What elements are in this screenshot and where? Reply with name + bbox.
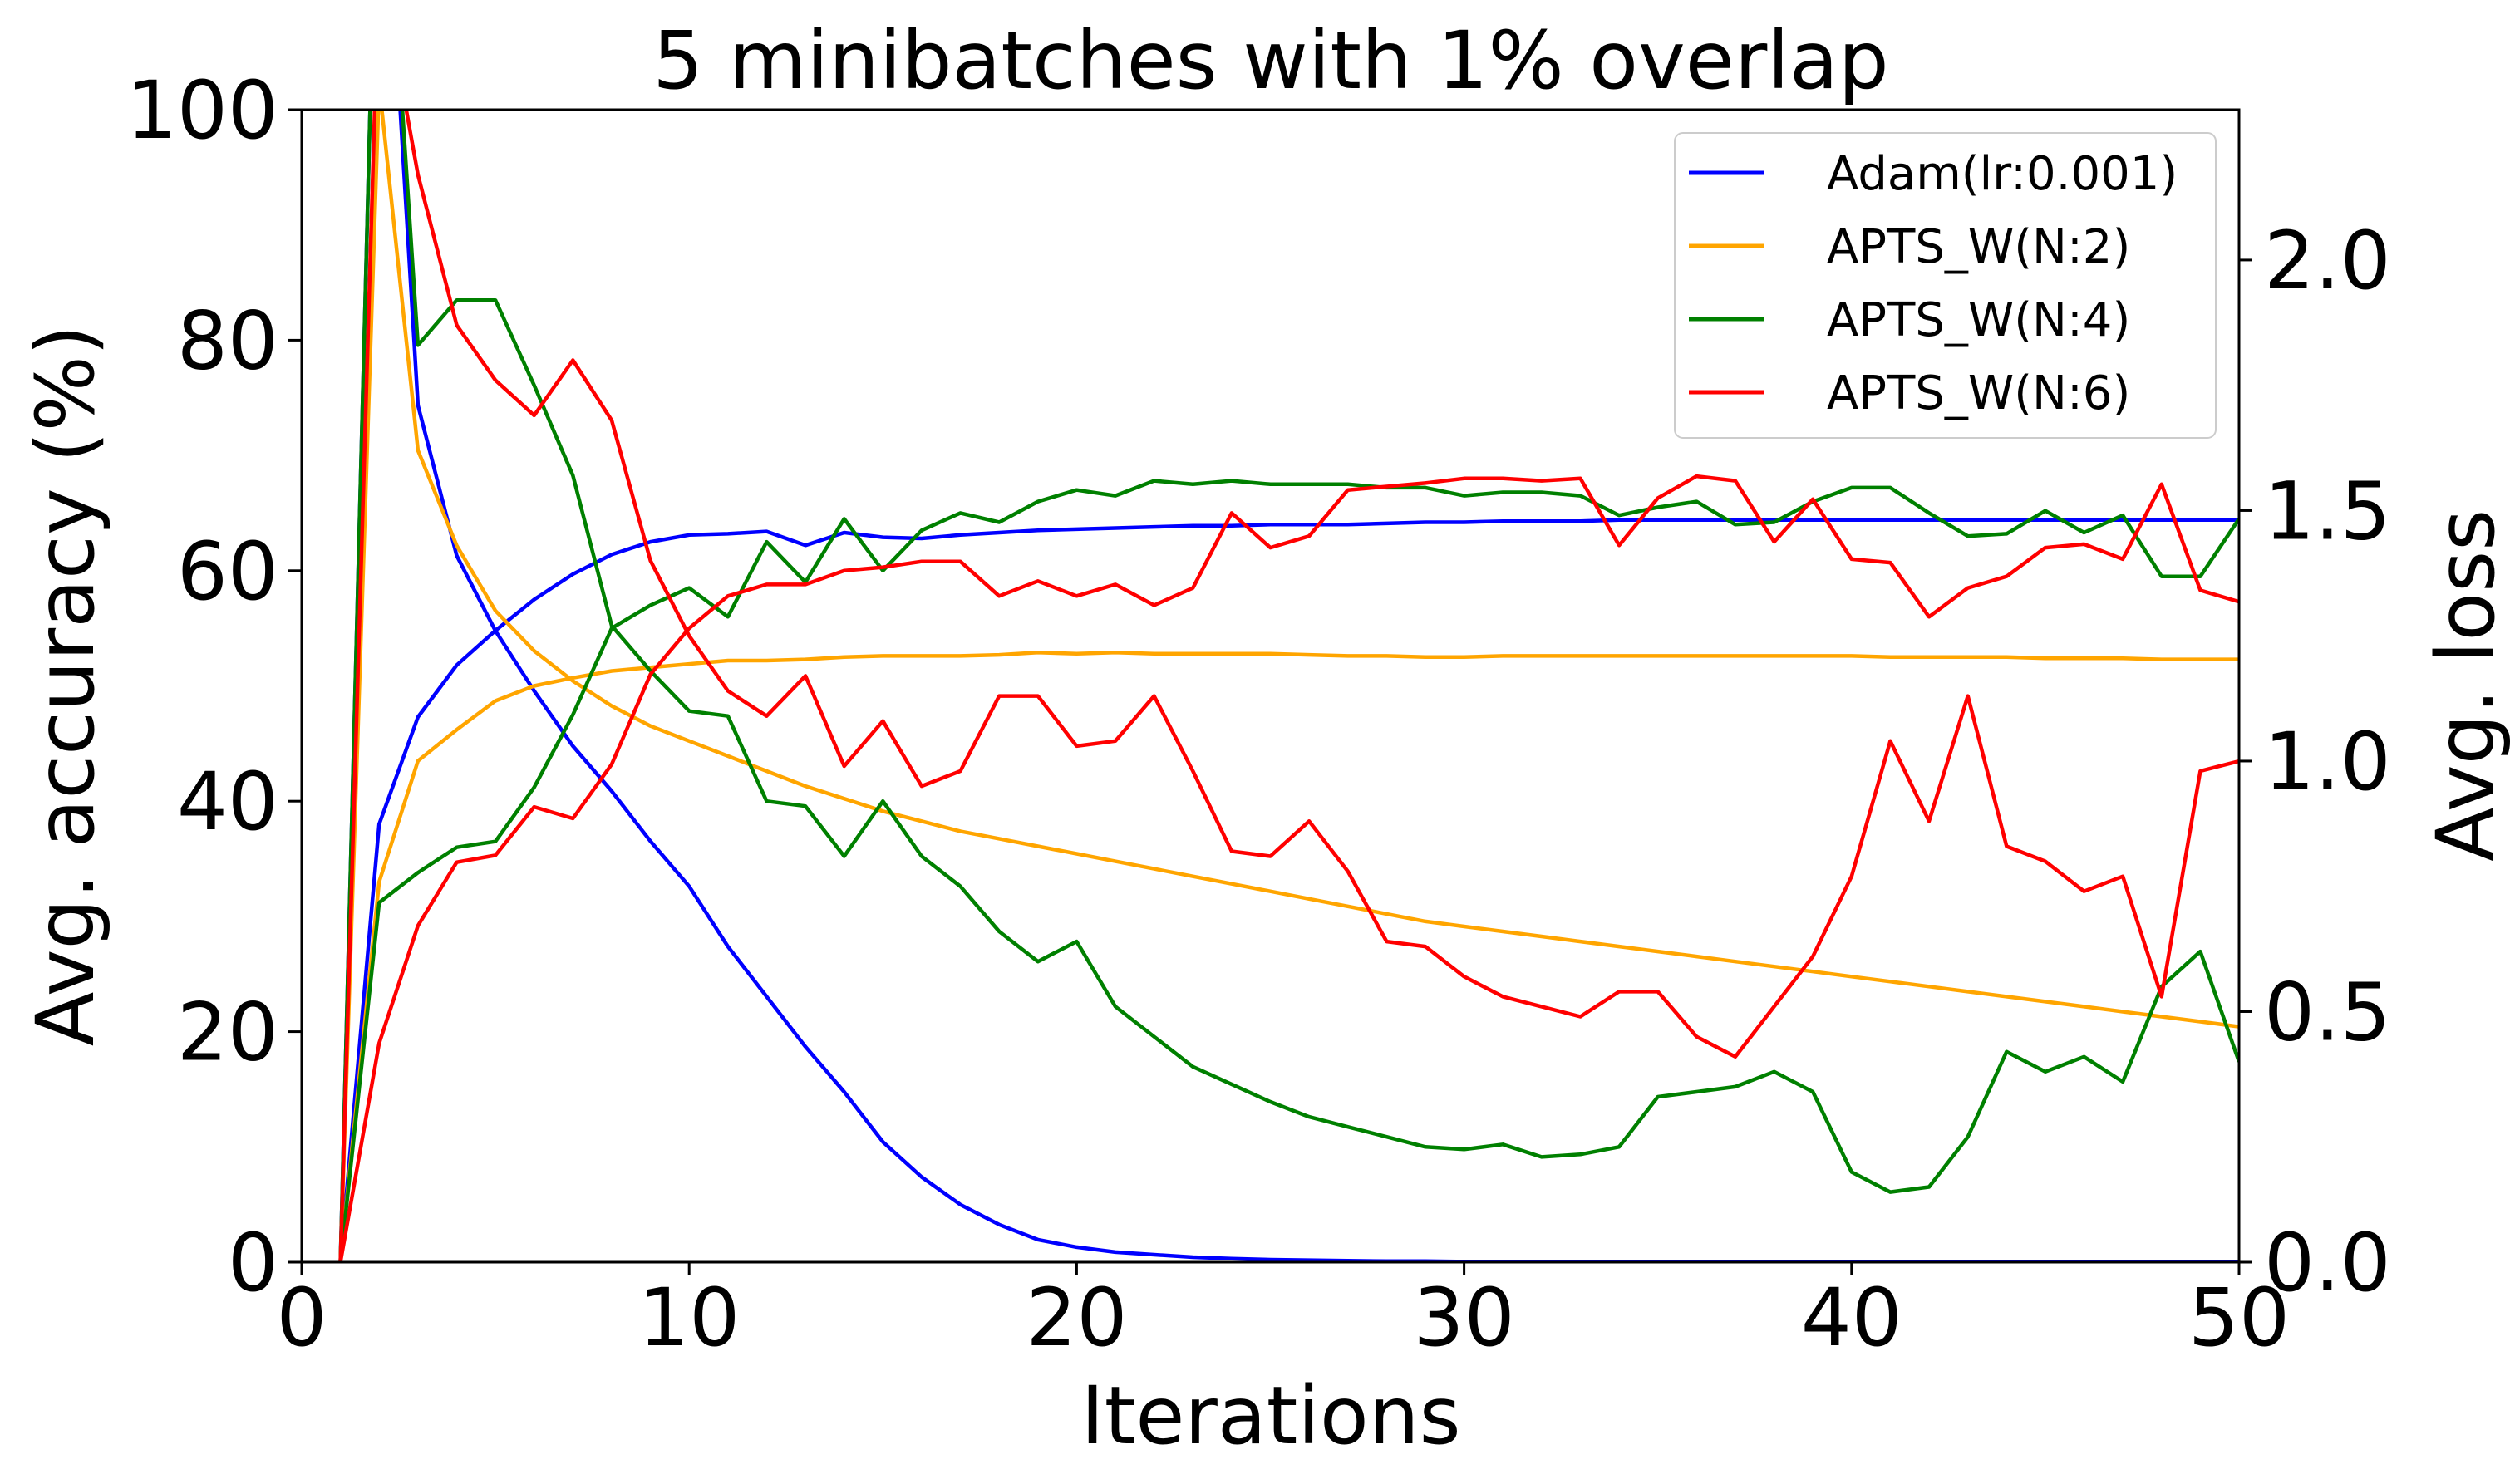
series-loss-line xyxy=(338,110,2239,1262)
y-tick-label: 60 xyxy=(177,525,278,618)
x-tick-label: 50 xyxy=(2188,1271,2290,1364)
legend-label: APTS_W(N:6) xyxy=(1827,366,2130,420)
plot-lines xyxy=(338,110,2239,1262)
y2-axis-label: Avg. loss xyxy=(2419,509,2510,862)
series-loss-line xyxy=(338,110,2239,1262)
y-axis-label: Avg. accuracy (%) xyxy=(19,325,112,1047)
legend-frame xyxy=(1674,132,2217,439)
x-tick-label: 20 xyxy=(1026,1271,1127,1364)
x-axis-label: Iterations xyxy=(1080,1369,1460,1462)
x-tick-label: 40 xyxy=(1801,1271,1902,1364)
y2-tick-label: 1.0 xyxy=(2264,715,2391,808)
series-loss-line xyxy=(338,110,2239,1262)
legend-label: APTS_W(N:4) xyxy=(1827,293,2130,347)
y-tick-label: 40 xyxy=(177,755,278,848)
y2-tick-label: 1.5 xyxy=(2264,464,2391,558)
series-accuracy-line xyxy=(338,518,2239,1262)
series-accuracy-line xyxy=(338,479,2239,1262)
x-tick-label: 30 xyxy=(1414,1271,1515,1364)
y-tick-label: 20 xyxy=(177,986,278,1079)
x-tick-label: 10 xyxy=(638,1271,740,1364)
legend-label: Adam(lr:0.001) xyxy=(1827,147,2178,201)
y2-tick-label: 0.0 xyxy=(2264,1216,2391,1310)
y2-tick-label: 0.5 xyxy=(2264,966,2391,1059)
x-tick-label: 0 xyxy=(276,1271,327,1364)
y-tick-label: 100 xyxy=(126,64,278,157)
x-axis-ticks: 0 10 20 30 40 50 xyxy=(276,1262,2290,1364)
y2-axis-ticks: 0.0 0.5 1.0 1.5 2.0 xyxy=(2239,214,2391,1310)
legend-label: APTS_W(N:2) xyxy=(1827,220,2130,274)
plot-area-frame xyxy=(300,108,2241,1264)
y2-tick-label: 2.0 xyxy=(2264,214,2391,307)
chart-title: 5 minibatches with 1% overlap xyxy=(652,14,1888,107)
y-tick-label: 0 xyxy=(228,1216,278,1310)
y-tick-label: 80 xyxy=(177,294,278,387)
legend: Adam(lr:0.001) APTS_W(N:2) APTS_W(N:4) APTS… xyxy=(1674,132,2217,439)
y-axis-ticks: 0 20 40 60 80 100 xyxy=(126,64,302,1310)
series-accuracy-line xyxy=(338,474,2239,1262)
